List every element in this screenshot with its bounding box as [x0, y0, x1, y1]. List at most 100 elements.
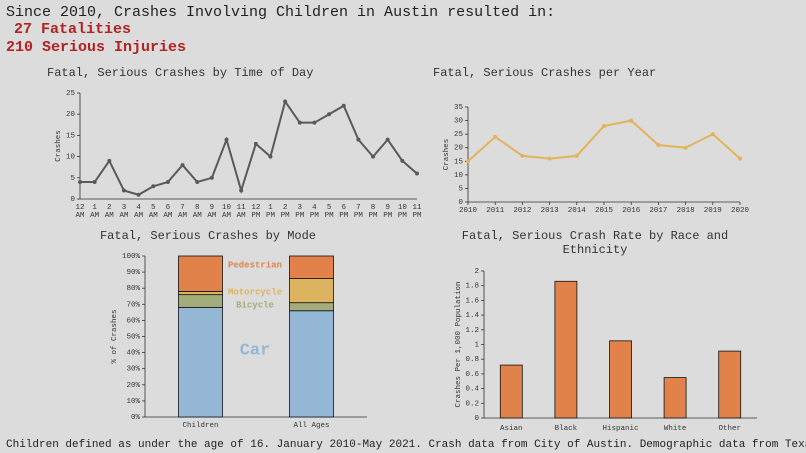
point: [297, 120, 302, 125]
legend-label: Bicycle: [236, 300, 274, 310]
chart-title: Fatal, Serious Crashes by Mode: [99, 229, 317, 243]
bar: [609, 340, 632, 419]
y-tick-label: 20: [454, 145, 464, 153]
x-tick-label: Black: [555, 425, 578, 433]
injuries: 210 Serious Injuries: [6, 39, 187, 56]
x-tick-label: 2017: [649, 207, 667, 215]
y-tick-label: 30: [454, 118, 464, 126]
point: [209, 175, 214, 180]
x-tick-label: 2020: [731, 207, 750, 215]
x-tick-label: 2010: [459, 207, 478, 215]
bar-segment: [289, 255, 334, 279]
y-tick-label: 15: [454, 158, 464, 166]
x-tick-label: 2011: [486, 207, 505, 215]
line: [80, 99, 418, 196]
y-tick-label: 70%: [126, 301, 140, 309]
x-tick-label: 5 AM: [149, 204, 159, 220]
y-tick-label: 20: [66, 111, 76, 119]
footer: Children defined as under the age of 16.…: [6, 439, 806, 451]
y-tick-label: 1: [474, 341, 479, 349]
chart-title: Fatal, Serious Crash Rate by Race and Et…: [461, 229, 729, 257]
x-tick-label: 2014: [568, 207, 587, 215]
point: [283, 99, 288, 104]
point: [547, 156, 552, 161]
y-tick-label: 0%: [131, 414, 141, 422]
x-tick-label: Other: [718, 425, 741, 433]
x-tick-label: 2 AM: [105, 204, 115, 220]
point: [327, 112, 332, 117]
x-tick-label: 2018: [677, 207, 695, 215]
x-tick-label: Children: [182, 422, 218, 430]
x-tick-label: 8 PM: [369, 204, 379, 220]
x-tick-label: 3 AM: [119, 204, 129, 220]
point: [738, 156, 742, 161]
x-tick-label: 7 PM: [354, 204, 364, 220]
y-axis-label: % of Crashes: [111, 309, 119, 363]
y-tick-label: 1.2: [465, 327, 479, 335]
x-tick-label: 2012: [513, 207, 531, 215]
point: [121, 188, 126, 193]
point: [629, 118, 634, 123]
y-tick-label: 0.4: [465, 386, 479, 394]
y-tick-label: 10: [454, 172, 464, 180]
x-tick-label: 1 AM: [90, 204, 100, 220]
x-tick-label: 4 PM: [310, 204, 320, 220]
point: [415, 171, 419, 176]
point: [180, 163, 185, 168]
y-tick-label: 1.8: [465, 283, 479, 291]
point: [312, 120, 317, 125]
y-tick-label: 10: [66, 154, 76, 162]
y-tick-label: 1.4: [465, 312, 479, 320]
bar: [499, 364, 523, 419]
y-tick-label: 25: [66, 90, 76, 98]
x-tick-label: 2013: [541, 207, 560, 215]
y-tick-label: 80%: [126, 285, 140, 293]
bar-segment: [178, 255, 223, 292]
chart-title: Fatal, Serious Crashes by Time of Day: [47, 66, 314, 80]
y-axis-label: Crashes: [443, 139, 451, 171]
x-tick-label: 2015: [595, 207, 614, 215]
bar: [554, 280, 578, 419]
point: [602, 124, 606, 128]
y-tick-label: 0.2: [465, 400, 479, 408]
point: [493, 134, 498, 139]
x-tick-label: 4 AM: [134, 204, 144, 220]
y-tick-label: 25: [454, 131, 464, 139]
point: [151, 184, 156, 189]
point: [92, 180, 97, 185]
y-tick-label: 1.6: [465, 297, 479, 305]
x-tick-label: 10 PM: [398, 204, 408, 220]
y-tick-label: 0: [474, 415, 479, 423]
y-tick-label: 50%: [126, 333, 140, 341]
point: [136, 192, 141, 197]
x-tick-label: 6 PM: [339, 204, 349, 220]
bar-segment: [289, 310, 334, 418]
y-tick-label: 5: [458, 185, 463, 193]
bar: [663, 377, 687, 419]
x-tick-label: All Ages: [293, 422, 329, 430]
y-tick-label: 0: [70, 196, 75, 204]
bar-segment: [178, 291, 223, 296]
bar-segment: [289, 302, 334, 312]
bar-segment: [178, 307, 223, 418]
point: [656, 143, 661, 147]
point: [239, 188, 244, 193]
y-tick-label: 60%: [126, 317, 140, 325]
point: [520, 153, 525, 158]
chart-title: Fatal, Serious Crashes per Year: [433, 66, 657, 80]
point: [253, 141, 258, 146]
y-tick-label: 40%: [126, 350, 140, 358]
y-tick-label: 0: [458, 199, 463, 207]
x-tick-label: 10 AM: [222, 204, 232, 220]
point: [466, 159, 470, 164]
bar-segment: [178, 294, 223, 308]
point: [356, 137, 361, 142]
y-tick-label: 15: [66, 132, 76, 140]
point: [268, 154, 273, 159]
y-tick-label: 10%: [126, 398, 140, 406]
x-tick-label: 3 PM: [295, 204, 305, 220]
x-tick-label: 2019: [704, 207, 722, 215]
y-tick-label: 20%: [126, 382, 140, 390]
